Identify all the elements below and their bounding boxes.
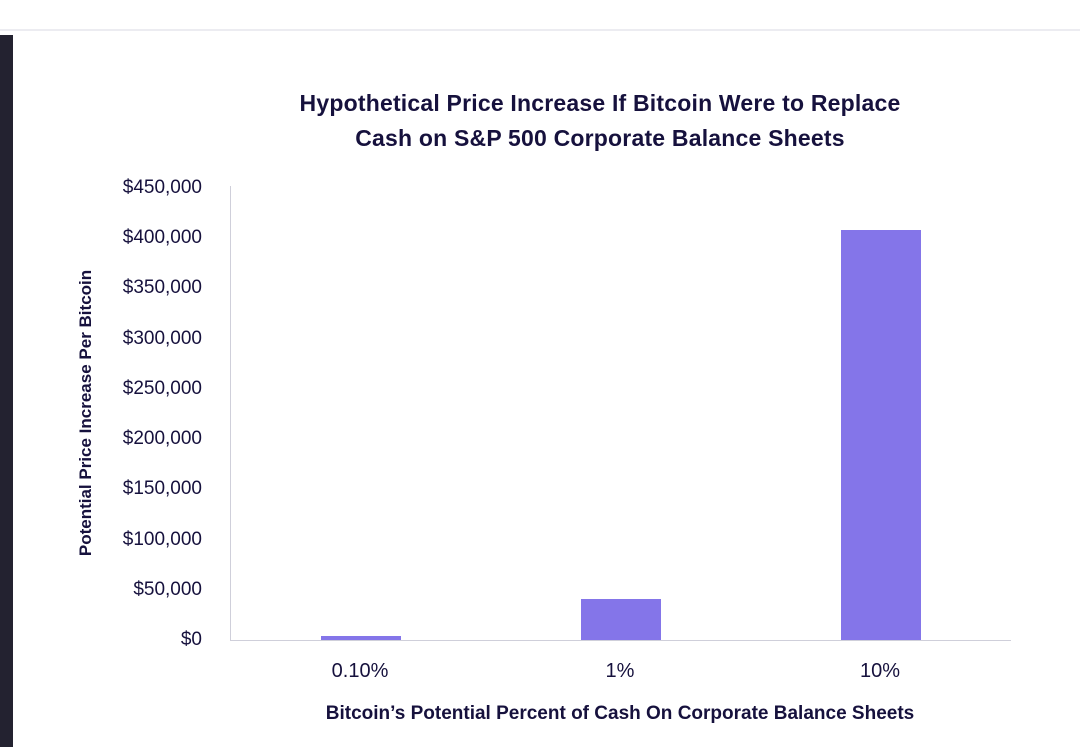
y-tick-label: $300,000 [122,327,202,349]
bar-0.10% [321,635,401,640]
bar-slot [751,186,1011,640]
x-tick-label: 0.10% [331,660,389,682]
y-tick-label: $400,000 [122,227,202,249]
x-tick-label: 1% [605,660,635,682]
y-tick-label: $100,000 [122,528,202,550]
bar-1% [581,598,661,640]
y-tick-label: $50,000 [133,578,202,600]
bar-slot [231,186,491,640]
left-edge-strip [0,35,13,747]
y-tick-label: $150,000 [122,478,202,500]
bar-slot [491,186,751,640]
chart-title-line-1: Hypothetical Price Increase If Bitcoin W… [299,90,901,116]
y-tick-label: $250,000 [122,377,202,399]
x-axis-labels: 0.10% 1% 10% [230,660,1010,683]
y-tick-label: $0 [180,629,202,650]
y-axis-ticks: $450,000 $400,000 $350,000 $300,000 $250,000… [0,177,218,650]
x-tick-label: 10% [859,660,901,682]
chart-title-line-2: Cash on S&P 500 Corporate Balance Sheets [355,125,845,151]
plot-bars [231,186,1011,640]
plot-area [230,186,1011,641]
top-divider-line [0,29,1080,31]
y-tick-label: $200,000 [122,428,202,450]
bar-10% [841,230,921,640]
y-tick-label: $350,000 [122,277,202,299]
chart-title: Hypothetical Price Increase If Bitcoin W… [120,86,1080,156]
y-tick-label: $450,000 [122,177,202,198]
x-axis-title: Bitcoin’s Potential Percent of Cash On C… [325,703,915,724]
